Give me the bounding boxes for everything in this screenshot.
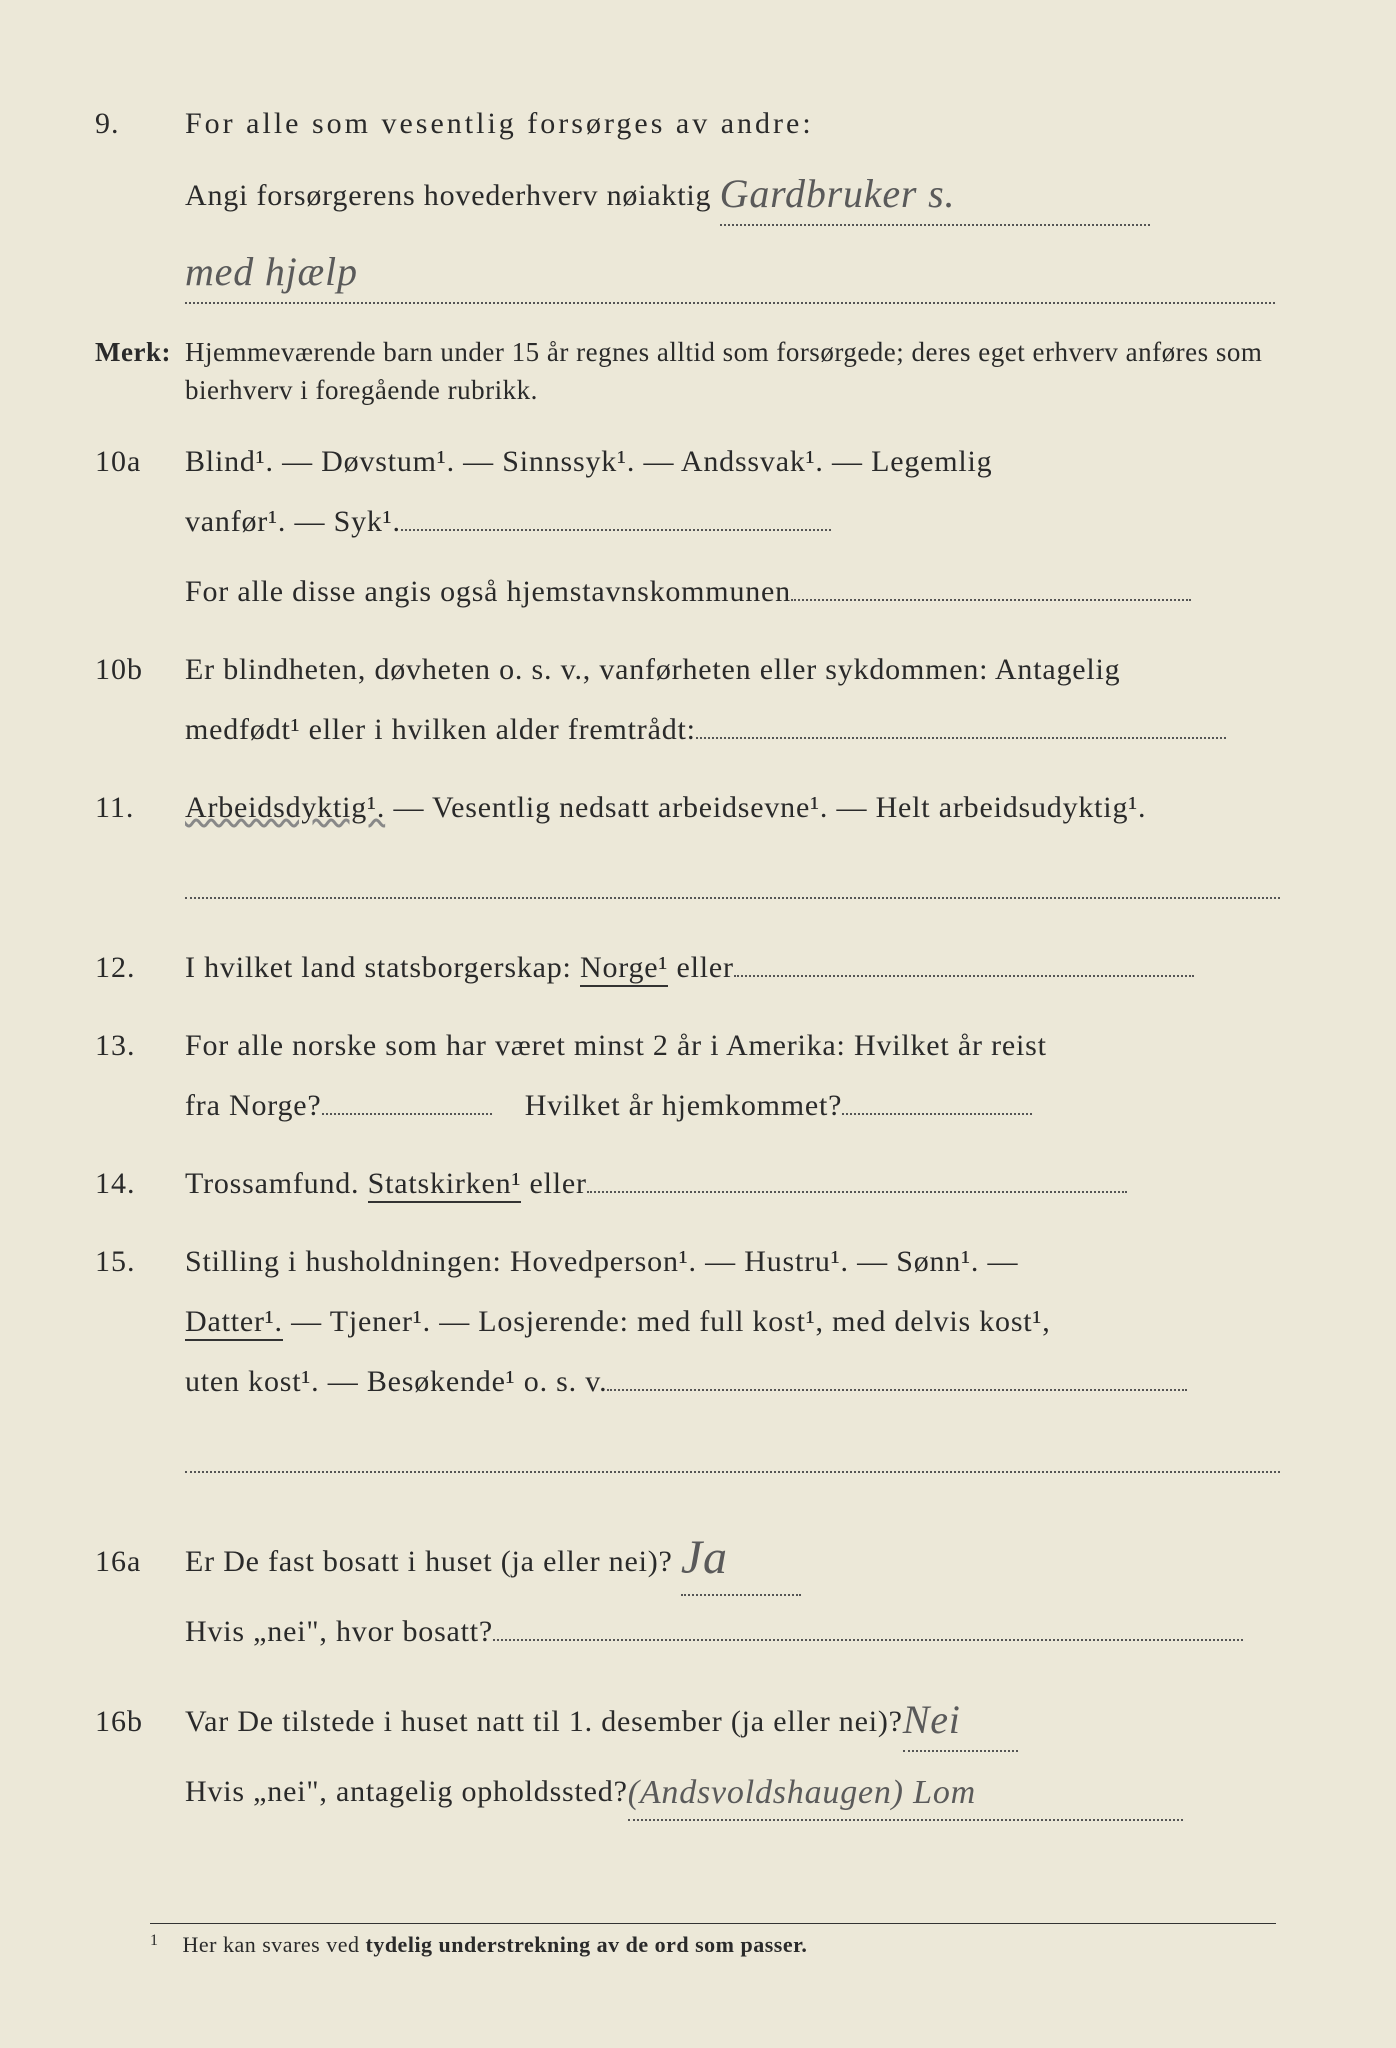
q11-fill[interactable]: [185, 897, 1280, 899]
question-16b: 16b Var De tilstede i huset natt til 1. …: [95, 1686, 1301, 1820]
q14-statskirken: Statskirken¹: [368, 1167, 522, 1203]
q15-line2: Datter¹. — Tjener¹. — Losjerende: med fu…: [185, 1298, 1301, 1346]
q10a-number: 10a: [95, 438, 185, 486]
q12-text: I hvilket land statsborgerskap: Norge¹ e…: [185, 944, 1301, 992]
q10a-options-line1: Blind¹. — Døvstum¹. — Sinnssyk¹. — Andss…: [185, 438, 1301, 486]
q10a-opts2a: vanfør¹. — Syk¹.: [185, 505, 401, 538]
q12-prefix: I hvilket land statsborgerskap:: [185, 951, 580, 984]
q9-number: 9.: [95, 100, 185, 148]
q14-number: 14.: [95, 1160, 185, 1208]
question-10b: 10b Er blindheten, døvheten o. s. v., va…: [95, 646, 1301, 754]
q10b-line2-text: medfødt¹ eller i hvilken alder fremtrådt…: [185, 713, 696, 746]
note-merk: Merk: Hjemmeværende barn under 15 år reg…: [95, 334, 1301, 410]
q12-fill[interactable]: [734, 975, 1194, 977]
q11-text: Arbeidsdyktig¹. — Vesentlig nedsatt arbe…: [185, 784, 1301, 832]
q9-text-line1: For alle som vesentlig forsørges av andr…: [185, 100, 1301, 148]
q15-line1: Stilling i husholdningen: Hovedperson¹. …: [185, 1238, 1301, 1286]
question-16a: 16a Er De fast bosatt i huset (ja eller …: [95, 1518, 1301, 1657]
q15-fill-1[interactable]: [607, 1389, 1187, 1391]
q11-rest: — Vesentlig nedsatt arbeidsevne¹. — Helt…: [385, 791, 1146, 824]
q10a-homested-text: For alle disse angis også hjemstavnskomm…: [185, 575, 791, 608]
footnote: 1 Her kan svares ved tydelig understrekn…: [150, 1923, 1276, 1958]
q13-line2a: fra Norge?: [185, 1089, 322, 1122]
q12-norge: Norge¹: [580, 951, 668, 987]
q9-line2-prefix: Angi forsørgerens hovederhverv nøiaktig: [185, 179, 711, 212]
q16b-text: Var De tilstede i huset natt til 1. dese…: [185, 1686, 1301, 1752]
q15-fill-2[interactable]: [185, 1471, 1280, 1473]
q10b-line2: medfødt¹ eller i hvilken alder fremtrådt…: [185, 706, 1301, 754]
q14-fill[interactable]: [587, 1191, 1127, 1193]
q14-suffix: eller: [521, 1167, 587, 1200]
q9-handwriting-2: med hjælp: [185, 240, 358, 304]
q9-line2: Angi forsørgerens hovederhverv nøiaktig …: [185, 160, 1301, 226]
q13-fill-1[interactable]: [322, 1113, 492, 1115]
q9-handwriting-1: Gardbruker s.: [720, 162, 956, 226]
q10b-line1: Er blindheten, døvheten o. s. v., vanfør…: [185, 646, 1301, 694]
q13-number: 13.: [95, 1022, 185, 1070]
q15-line2-rest: — Tjener¹. — Losjerende: med full kost¹,…: [283, 1305, 1051, 1338]
q16b-sub: Hvis „nei", antagelig opholdssted?(Andsv…: [185, 1764, 1301, 1820]
q16a-sub: Hvis „nei", hvor bosatt?: [185, 1608, 1301, 1656]
q16a-text: Er De fast bosatt i huset (ja eller nei)…: [185, 1518, 1301, 1597]
question-14: 14. Trossamfund. Statskirken¹ eller: [95, 1160, 1301, 1208]
q15-line3-text: uten kost¹. — Besøkende¹ o. s. v.: [185, 1365, 607, 1398]
q16a-handwriting: Ja: [681, 1520, 728, 1597]
q10b-number: 10b: [95, 646, 185, 694]
q10b-fill[interactable]: [696, 737, 1226, 739]
q16a-sub-text: Hvis „nei", hvor bosatt?: [185, 1615, 493, 1648]
q11-opt1-underlined: Arbeidsdyktig¹.: [185, 791, 385, 824]
q12-suffix: eller: [668, 951, 734, 984]
q9-line3: med hjælp: [185, 238, 1301, 304]
q10a-fill-1[interactable]: [401, 529, 831, 531]
q10a-homested: For alle disse angis også hjemstavnskomm…: [185, 568, 1301, 616]
q16b-handwriting-2: (Andsvoldshaugen) Lom: [628, 1766, 976, 1820]
question-12: 12. I hvilket land statsborgerskap: Norg…: [95, 944, 1301, 992]
q16b-fill-1[interactable]: Nei: [903, 1686, 1018, 1752]
q16b-handwriting-1: Nei: [903, 1688, 961, 1752]
merk-text: Hjemmeværende barn under 15 år regnes al…: [185, 334, 1301, 410]
question-10a: 10a Blind¹. — Døvstum¹. — Sinnssyk¹. — A…: [95, 438, 1301, 616]
q16a-q: Er De fast bosatt i huset (ja eller nei)…: [185, 1545, 681, 1578]
q16a-fill-1[interactable]: Ja: [681, 1518, 801, 1597]
footnote-text-a: Her kan svares ved: [183, 1932, 366, 1957]
q15-datter: Datter¹.: [185, 1305, 283, 1341]
merk-label: Merk:: [95, 334, 185, 372]
q16a-fill-2[interactable]: [493, 1639, 1243, 1641]
q16b-sub-text: Hvis „nei", antagelig opholdssted?: [185, 1775, 628, 1808]
q14-text: Trossamfund. Statskirken¹ eller: [185, 1160, 1301, 1208]
q14-prefix: Trossamfund.: [185, 1167, 368, 1200]
q16b-fill-2[interactable]: (Andsvoldshaugen) Lom: [628, 1764, 1183, 1820]
question-13: 13. For alle norske som har været minst …: [95, 1022, 1301, 1130]
q16b-number: 16b: [95, 1698, 185, 1746]
q12-number: 12.: [95, 944, 185, 992]
q13-line2: fra Norge? Hvilket år hjemkommet?: [185, 1082, 1301, 1130]
q9-fill-2[interactable]: med hjælp: [185, 238, 1275, 304]
q16a-number: 16a: [95, 1538, 185, 1586]
question-9: 9. For alle som vesentlig forsørges av a…: [95, 100, 1301, 304]
q10a-options-line2: vanfør¹. — Syk¹.: [185, 498, 1301, 546]
question-11: 11. Arbeidsdyktig¹. — Vesentlig nedsatt …: [95, 784, 1301, 914]
question-15: 15. Stilling i husholdningen: Hovedperso…: [95, 1238, 1301, 1488]
q15-number: 15.: [95, 1238, 185, 1286]
census-form-page: 9. For alle som vesentlig forsørges av a…: [0, 0, 1396, 2048]
q16b-q: Var De tilstede i huset natt til 1. dese…: [185, 1705, 903, 1738]
q15-line3: uten kost¹. — Besøkende¹ o. s. v.: [185, 1358, 1301, 1406]
q9-fill-1[interactable]: Gardbruker s.: [720, 160, 1150, 226]
q13-line1: For alle norske som har været minst 2 år…: [185, 1022, 1301, 1070]
footnote-text-b: tydelig understrekning av de ord som pas…: [366, 1932, 808, 1957]
footnote-num: 1: [150, 1932, 159, 1949]
q13-line2b: Hvilket år hjemkommet?: [525, 1089, 843, 1122]
q11-number: 11.: [95, 784, 185, 832]
q13-fill-2[interactable]: [842, 1113, 1032, 1115]
q10a-fill-2[interactable]: [791, 599, 1191, 601]
